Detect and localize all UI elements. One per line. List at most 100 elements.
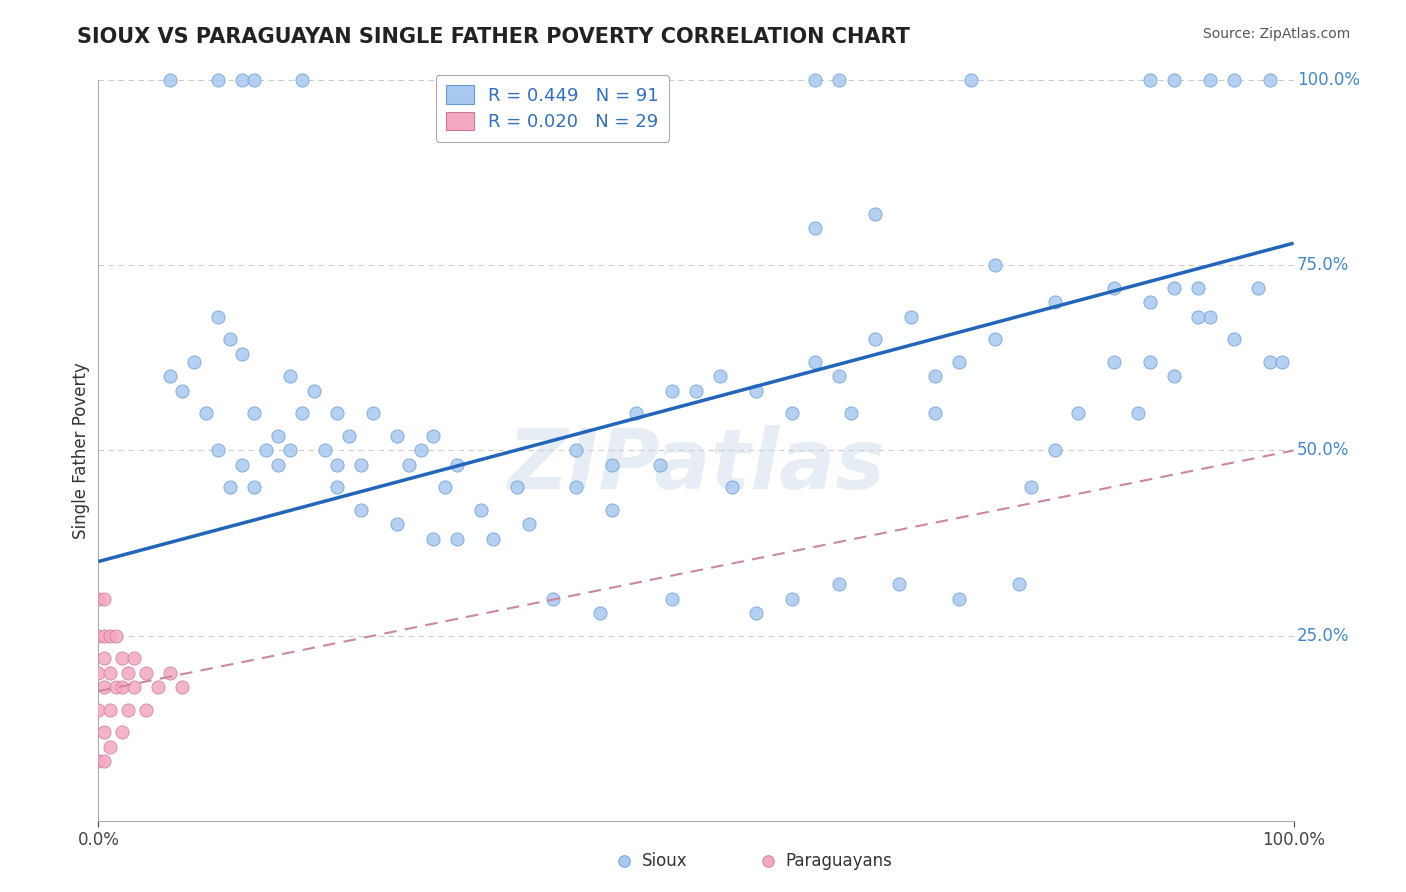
Point [207, 443, 229, 458]
Point [565, 480, 588, 494]
Point [291, 407, 314, 421]
Point [219, 480, 242, 494]
Point [117, 703, 139, 717]
Point [87, 755, 110, 769]
Point [124, 650, 146, 665]
Point [135, 703, 157, 717]
Point [172, 384, 194, 399]
Point [278, 369, 301, 384]
Point [1163, 369, 1185, 384]
Point [541, 591, 564, 606]
Point [124, 681, 146, 695]
Point [1258, 73, 1281, 87]
Point [135, 665, 157, 680]
Point [865, 332, 887, 346]
Point [267, 458, 290, 473]
Point [1163, 280, 1185, 294]
Point [1128, 407, 1150, 421]
Point [339, 428, 361, 442]
Point [159, 369, 181, 384]
Point [1271, 354, 1294, 368]
Point [87, 591, 110, 606]
Point [446, 458, 468, 473]
Point [889, 576, 911, 591]
Point [98, 703, 122, 717]
Point [411, 443, 433, 458]
Point [661, 384, 683, 399]
Point [183, 354, 205, 368]
Point [924, 407, 946, 421]
Point [756, 855, 779, 869]
Point [1258, 354, 1281, 368]
Point [385, 428, 409, 442]
Point [291, 73, 314, 87]
Point [685, 384, 707, 399]
Point [865, 206, 887, 220]
Text: 100.0%: 100.0% [1298, 71, 1360, 89]
Point [98, 628, 122, 642]
Point [1223, 73, 1246, 87]
Point [326, 480, 349, 494]
Point [350, 502, 373, 516]
Text: 25.0%: 25.0% [1298, 626, 1350, 645]
Point [350, 458, 373, 473]
Point [159, 73, 181, 87]
Point [278, 443, 301, 458]
Point [780, 407, 803, 421]
Point [267, 428, 290, 442]
Point [111, 724, 134, 739]
Point [231, 347, 253, 361]
Legend: R = 0.449   N = 91, R = 0.020   N = 29: R = 0.449 N = 91, R = 0.020 N = 29 [436, 75, 669, 142]
Point [648, 458, 672, 473]
Text: 50.0%: 50.0% [1298, 442, 1350, 459]
Point [960, 73, 983, 87]
Point [231, 458, 253, 473]
Point [243, 73, 266, 87]
Point [207, 310, 229, 325]
Point [105, 681, 128, 695]
Point [1163, 73, 1185, 87]
Point [159, 665, 181, 680]
Point [315, 443, 337, 458]
Point [219, 332, 242, 346]
Point [1019, 480, 1042, 494]
Point [1104, 280, 1126, 294]
Point [1199, 310, 1222, 325]
Point [709, 369, 731, 384]
Point [1067, 407, 1090, 421]
Point [900, 310, 922, 325]
Point [1139, 73, 1161, 87]
Point [1008, 576, 1031, 591]
Point [398, 458, 420, 473]
Point [1139, 354, 1161, 368]
Point [422, 428, 444, 442]
Point [93, 628, 115, 642]
Point [984, 332, 1007, 346]
Point [828, 576, 851, 591]
Point [363, 407, 385, 421]
Point [984, 259, 1007, 273]
Point [148, 681, 170, 695]
Point [841, 407, 863, 421]
Text: SIOUX VS PARAGUAYAN SINGLE FATHER POVERTY CORRELATION CHART: SIOUX VS PARAGUAYAN SINGLE FATHER POVERT… [77, 27, 910, 46]
Point [948, 354, 970, 368]
Point [602, 458, 624, 473]
Point [602, 502, 624, 516]
Point [804, 73, 827, 87]
Point [105, 628, 128, 642]
Point [780, 591, 803, 606]
Point [948, 591, 970, 606]
Text: Paraguayans: Paraguayans [786, 853, 893, 871]
Point [626, 407, 648, 421]
Text: 75.0%: 75.0% [1298, 256, 1350, 275]
Point [924, 369, 946, 384]
Point [589, 607, 612, 621]
Point [1187, 280, 1209, 294]
Point [326, 407, 349, 421]
Point [1043, 443, 1066, 458]
Point [745, 384, 768, 399]
Point [207, 73, 229, 87]
Point [1043, 295, 1066, 310]
Point [87, 665, 110, 680]
Point [1247, 280, 1270, 294]
